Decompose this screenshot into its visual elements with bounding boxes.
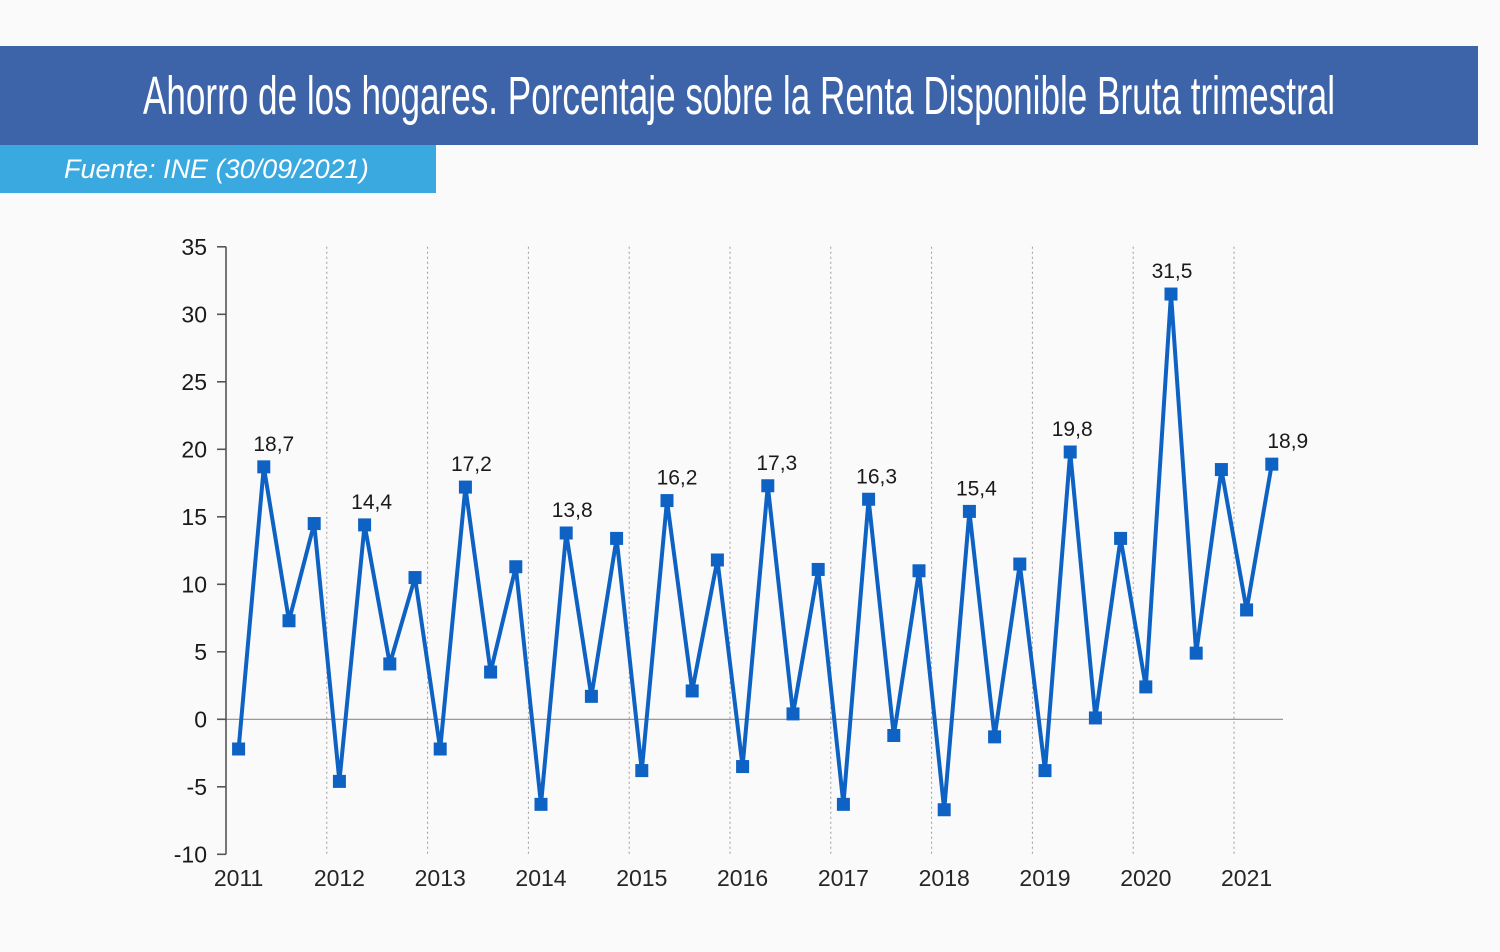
data-point-marker xyxy=(862,492,876,506)
data-point-marker xyxy=(937,803,951,817)
y-tick-label: 5 xyxy=(194,639,207,665)
data-point-marker xyxy=(1214,463,1228,477)
x-tick-label: 2017 xyxy=(818,865,869,891)
source-strip: Fuente: INE (30/09/2021) xyxy=(0,145,436,193)
data-point-marker xyxy=(1013,557,1027,571)
data-point-marker xyxy=(484,665,498,679)
data-point-marker xyxy=(1240,603,1254,617)
y-tick-label: 30 xyxy=(181,301,207,327)
data-point-marker xyxy=(383,657,397,671)
point-value-label: 14,4 xyxy=(351,491,392,514)
y-tick-label: -5 xyxy=(187,774,207,800)
data-point-marker xyxy=(257,460,271,474)
data-point-marker xyxy=(358,518,372,532)
point-value-label: 15,4 xyxy=(956,477,997,500)
data-point-marker xyxy=(1139,680,1153,694)
data-point-marker xyxy=(307,517,321,531)
x-tick-label: 2019 xyxy=(1019,865,1070,891)
point-value-label: 19,8 xyxy=(1052,418,1093,441)
y-tick-label: 10 xyxy=(181,571,207,597)
data-point-marker xyxy=(332,774,346,788)
point-value-label: 31,5 xyxy=(1152,260,1193,283)
data-point-marker xyxy=(988,730,1002,744)
x-tick-label: 2018 xyxy=(919,865,970,891)
data-point-marker xyxy=(1063,445,1077,459)
data-point-marker xyxy=(584,689,598,703)
point-value-label: 17,2 xyxy=(451,453,492,476)
data-point-marker xyxy=(635,764,649,778)
header-bar: Ahorro de los hogares. Porcentaje sobre … xyxy=(0,46,1478,145)
data-point-marker xyxy=(1164,287,1178,301)
data-point-marker xyxy=(1265,457,1279,471)
series-line xyxy=(236,293,1274,811)
point-value-label: 18,7 xyxy=(253,433,294,456)
y-tick-label: 0 xyxy=(194,706,207,732)
x-tick-label: 2021 xyxy=(1221,865,1272,891)
x-tick-label: 2012 xyxy=(314,865,365,891)
data-point-marker xyxy=(660,494,674,508)
y-tick-label: 15 xyxy=(181,504,207,530)
point-value-label: 13,8 xyxy=(552,499,593,522)
data-point-marker xyxy=(761,479,775,493)
point-value-label: 16,2 xyxy=(657,467,698,490)
data-point-marker xyxy=(736,760,750,774)
data-point-marker xyxy=(836,797,850,811)
data-point-marker xyxy=(912,564,926,578)
data-point-marker xyxy=(1189,646,1203,660)
y-tick-label: 35 xyxy=(181,234,207,260)
page-title: Ahorro de los hogares. Porcentaje sobre … xyxy=(142,65,1336,126)
y-tick-label: 25 xyxy=(181,369,207,395)
data-point-marker xyxy=(509,560,523,574)
data-point-marker xyxy=(962,504,976,518)
data-point-marker xyxy=(887,729,901,742)
source-label: Fuente: INE (30/09/2021) xyxy=(64,153,369,184)
x-tick-label: 2020 xyxy=(1120,865,1171,891)
point-value-label: 17,3 xyxy=(756,452,797,475)
data-point-marker xyxy=(433,742,447,756)
data-point-marker xyxy=(1038,764,1052,778)
data-point-marker xyxy=(408,571,422,585)
data-point-marker xyxy=(282,614,296,628)
y-tick-label: -10 xyxy=(174,841,207,867)
x-tick-label: 2016 xyxy=(717,865,768,891)
data-point-marker xyxy=(559,526,573,540)
data-point-marker xyxy=(685,684,699,698)
data-point-marker xyxy=(232,742,246,756)
y-tick-label: 20 xyxy=(181,436,207,462)
x-tick-label: 2013 xyxy=(415,865,466,891)
data-point-marker xyxy=(710,553,724,567)
data-point-marker xyxy=(610,531,624,545)
data-point-marker xyxy=(534,797,548,811)
point-value-label: 16,3 xyxy=(856,465,897,488)
x-tick-label: 2014 xyxy=(515,865,566,891)
data-point-marker xyxy=(1114,531,1128,545)
data-point-marker xyxy=(811,562,825,576)
data-point-marker xyxy=(458,480,472,494)
x-tick-label: 2015 xyxy=(616,865,667,891)
point-value-label: 18,9 xyxy=(1267,430,1308,453)
data-point-marker xyxy=(1088,711,1102,725)
x-tick-label: 2011 xyxy=(214,865,263,891)
data-point-marker xyxy=(786,707,800,721)
